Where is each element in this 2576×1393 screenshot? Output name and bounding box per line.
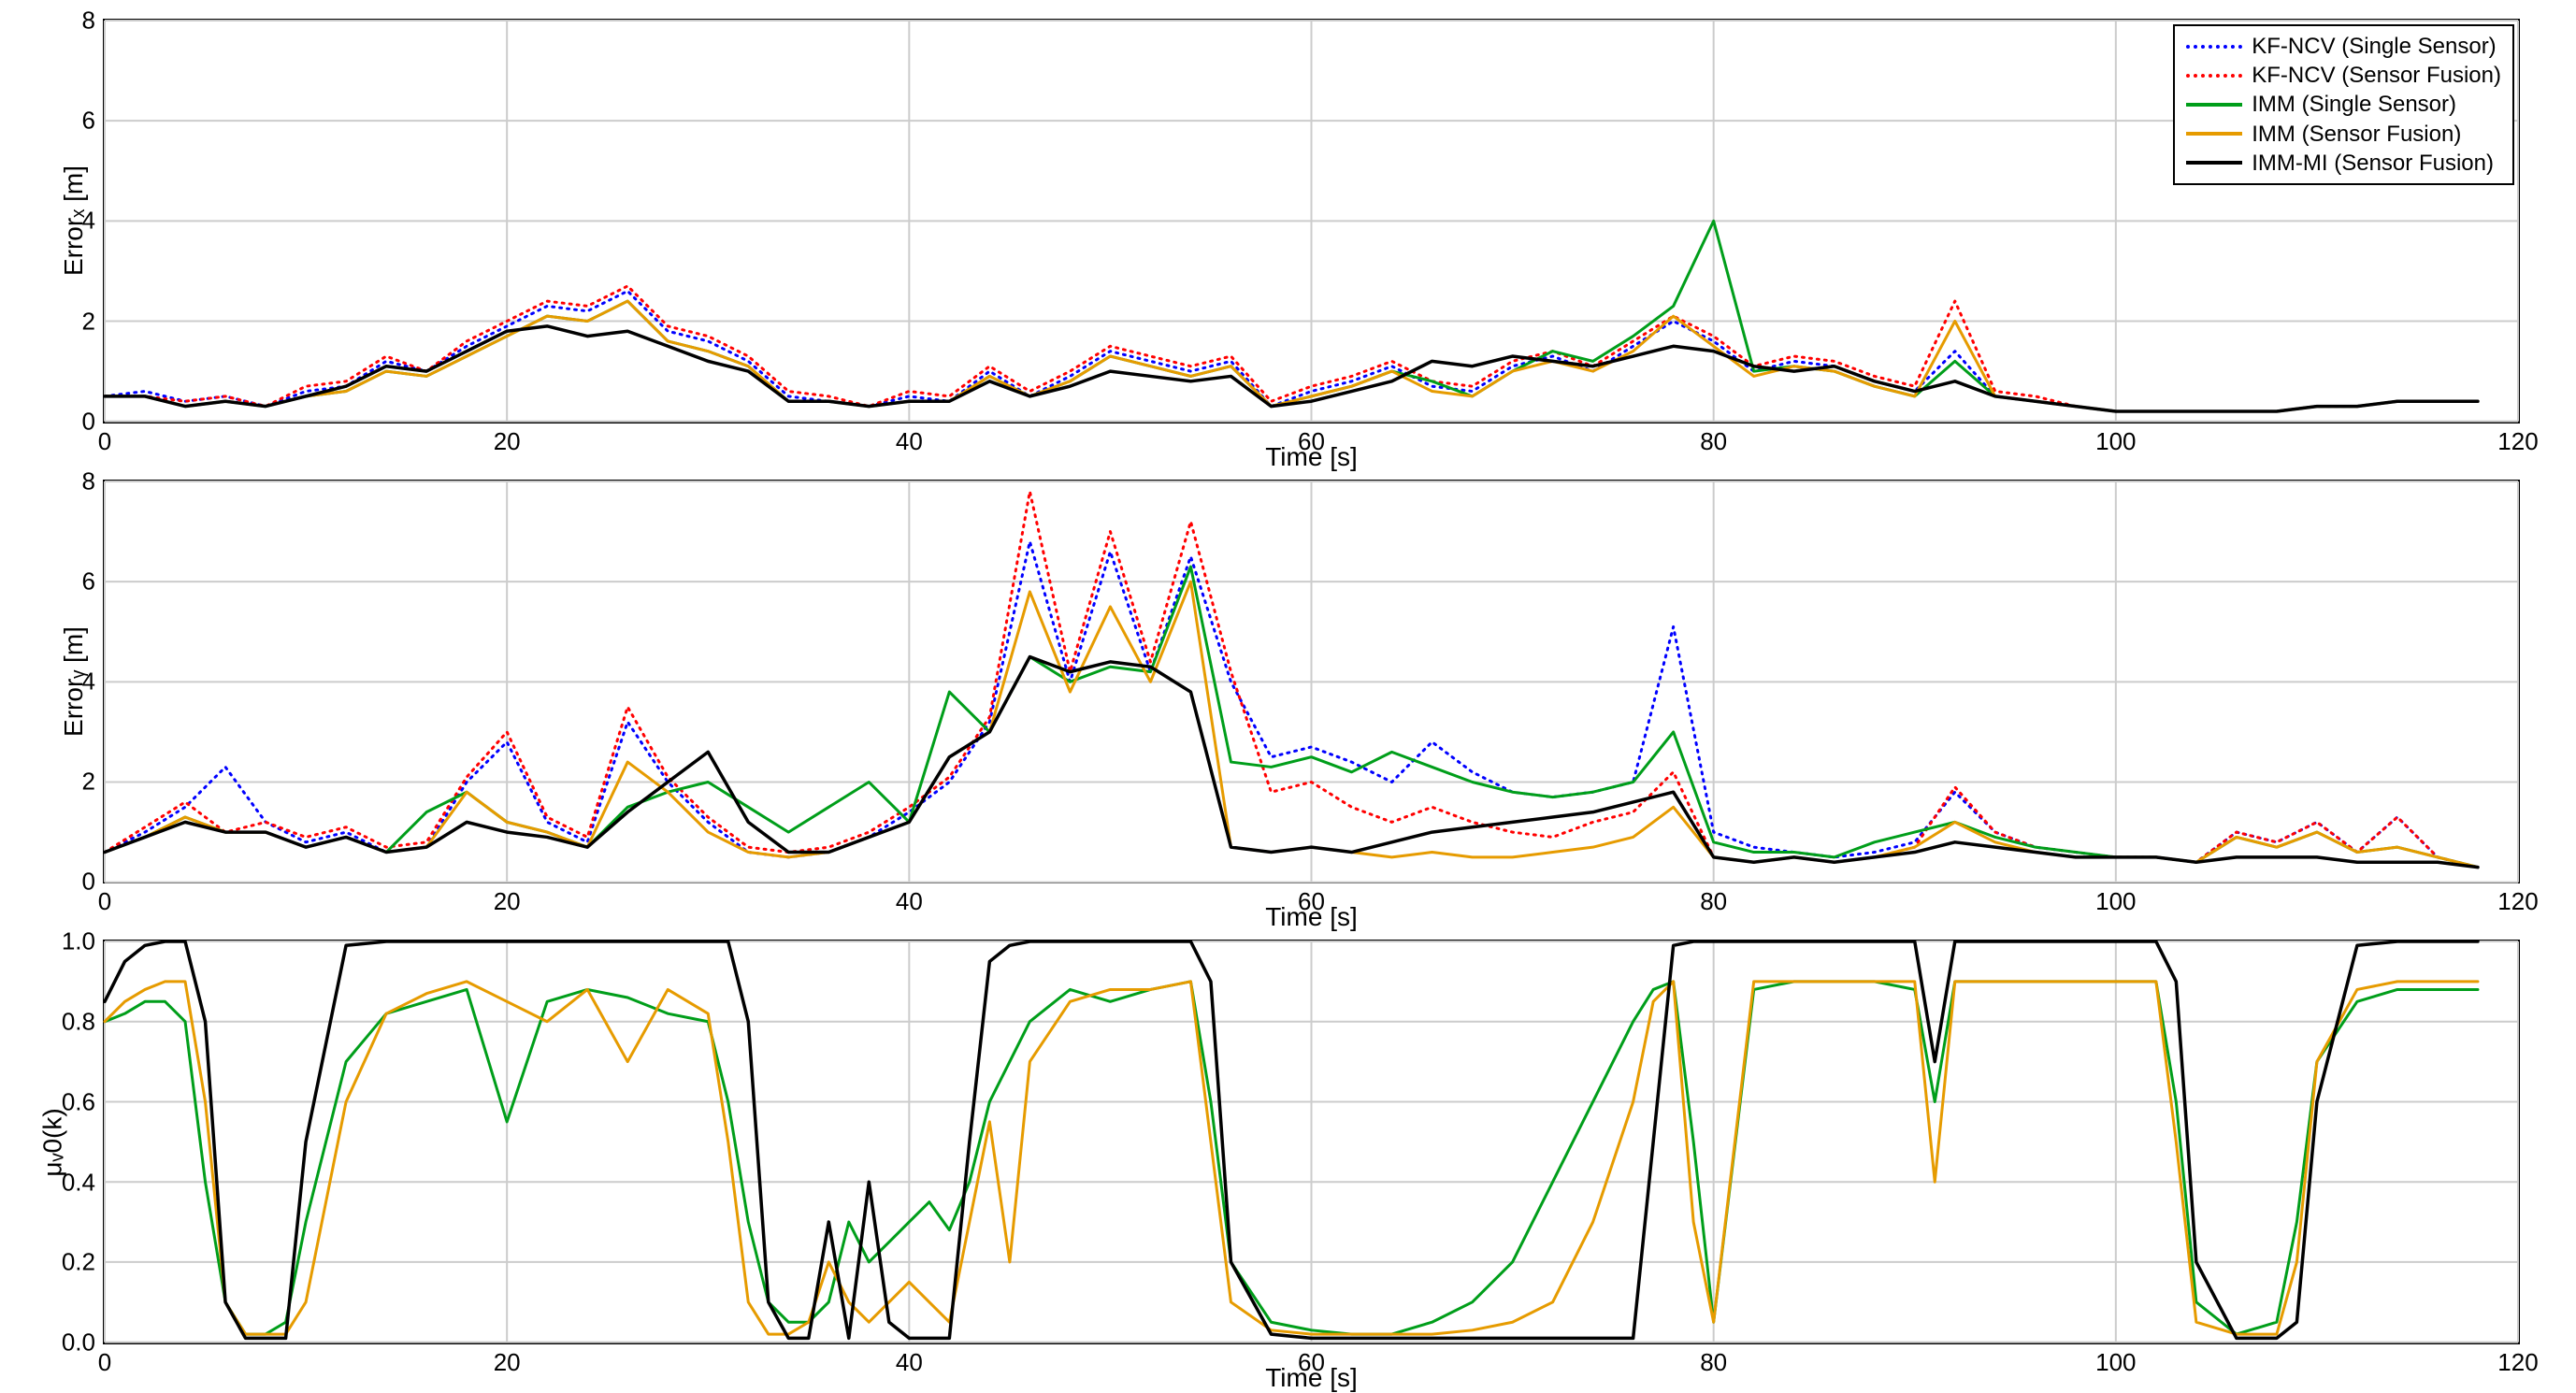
x-tick-label: 40: [896, 427, 923, 456]
y-tick-label: 0.8: [62, 1008, 95, 1037]
x-tick-label: 120: [2497, 1348, 2538, 1377]
plot-svg: [105, 21, 2518, 422]
legend-label: KF-NCV (Sensor Fusion): [2252, 61, 2501, 90]
legend-swatch: [2186, 74, 2242, 78]
y-tick-label: 8: [82, 467, 95, 495]
series-kf_ncv_single: [105, 291, 2478, 411]
x-tick-label: 100: [2095, 887, 2136, 916]
x-tick-label: 20: [494, 1348, 521, 1377]
legend-item: KF-NCV (Sensor Fusion): [2186, 61, 2501, 90]
plot-svg: [105, 481, 2518, 883]
y-tick-label: 1.0: [62, 927, 95, 956]
plot-svg: [105, 941, 2518, 1343]
legend-item: IMM-MI (Sensor Fusion): [2186, 149, 2501, 178]
x-tick-label: 0: [98, 887, 111, 916]
y-axis-label: Errorₓ [m]: [59, 165, 89, 276]
series-imm_fusion: [105, 982, 2478, 1334]
x-axis-label: Time [s]: [1265, 442, 1358, 472]
legend-label: IMM (Sensor Fusion): [2252, 120, 2461, 149]
x-tick-label: 20: [494, 887, 521, 916]
legend-item: KF-NCV (Single Sensor): [2186, 32, 2501, 61]
y-axis-label: Errorᵧ [m]: [59, 626, 89, 737]
series-kf_ncv_fusion: [105, 491, 2478, 867]
x-tick-label: 40: [896, 887, 923, 916]
panel-mu_v0: 0204060801001200.00.20.40.60.81.0μᵥ0(k)T…: [103, 940, 2520, 1344]
legend-swatch: [2186, 132, 2242, 136]
x-tick-label: 0: [98, 427, 111, 456]
x-tick-label: 80: [1700, 1348, 1727, 1377]
x-axis-label: Time [s]: [1265, 902, 1358, 932]
x-tick-label: 80: [1700, 427, 1727, 456]
series-imm_single: [105, 567, 2478, 868]
x-tick-label: 20: [494, 427, 521, 456]
y-tick-label: 2: [82, 307, 95, 336]
legend-label: IMM-MI (Sensor Fusion): [2252, 149, 2494, 178]
x-tick-label: 100: [2095, 427, 2136, 456]
legend-label: KF-NCV (Single Sensor): [2252, 32, 2496, 61]
panel-error_x: 02040608010012002468KF-NCV (Single Senso…: [103, 19, 2520, 424]
panel-error_y: 02040608010012002468Errorᵧ [m]Time [s]: [103, 480, 2520, 884]
y-tick-label: 6: [82, 107, 95, 136]
x-axis-label: Time [s]: [1265, 1363, 1358, 1393]
series-imm_mi_fusion: [105, 326, 2478, 411]
series-imm_mi_fusion: [105, 941, 2478, 1338]
y-tick-label: 0: [82, 868, 95, 897]
figure-container: 02040608010012002468 KF-NCV (Single Senso…: [0, 0, 2576, 1372]
x-tick-label: 80: [1700, 887, 1727, 916]
y-tick-label: 6: [82, 567, 95, 596]
y-tick-label: 0.2: [62, 1248, 95, 1277]
plot-area: 02040608010012002468KF-NCV (Single Senso…: [103, 19, 2520, 424]
legend-swatch: [2186, 161, 2242, 165]
y-tick-label: 0.0: [62, 1328, 95, 1357]
y-tick-label: 0: [82, 407, 95, 436]
legend-swatch: [2186, 45, 2242, 49]
plot-area: 0204060801001200.00.20.40.60.81.0: [103, 940, 2520, 1344]
series-kf_ncv_single: [105, 541, 2478, 867]
series-imm_fusion: [105, 301, 2478, 411]
x-tick-label: 120: [2497, 887, 2538, 916]
legend-swatch: [2186, 103, 2242, 107]
x-tick-label: 40: [896, 1348, 923, 1377]
x-tick-label: 100: [2095, 1348, 2136, 1377]
x-tick-label: 0: [98, 1348, 111, 1377]
y-tick-label: 2: [82, 768, 95, 797]
legend-label: IMM (Single Sensor): [2252, 90, 2456, 119]
legend-item: IMM (Single Sensor): [2186, 90, 2501, 119]
y-tick-label: 8: [82, 7, 95, 36]
legend: KF-NCV (Single Sensor)KF-NCV (Sensor Fus…: [2173, 24, 2514, 185]
x-tick-label: 120: [2497, 427, 2538, 456]
series-kf_ncv_fusion: [105, 286, 2478, 411]
series-imm_single: [105, 221, 2478, 411]
legend-item: IMM (Sensor Fusion): [2186, 120, 2501, 149]
y-axis-label: μᵥ0(k): [38, 1108, 68, 1176]
series-imm_single: [105, 982, 2478, 1334]
plot-area: 02040608010012002468: [103, 480, 2520, 884]
